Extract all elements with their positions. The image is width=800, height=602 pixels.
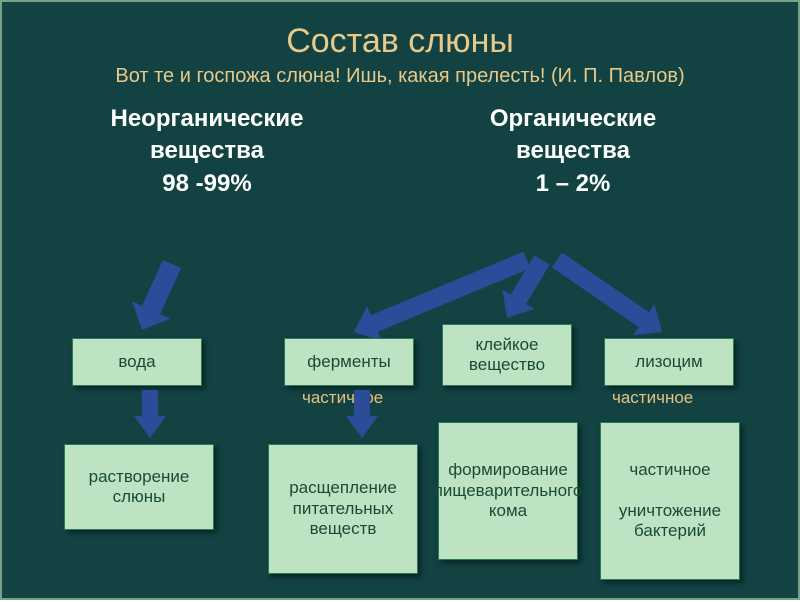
slide-title: Состав слюны — [37, 22, 763, 61]
left-header-line3: 98 -99% — [67, 168, 347, 200]
category-box: вода — [72, 338, 202, 386]
left-header: Неорганические вещества 98 -99% — [67, 103, 347, 200]
right-header-line1: Органические — [413, 103, 733, 135]
left-header-line1: Неорганические — [67, 103, 347, 135]
function-box: частичное уничтожение бактерий — [600, 422, 740, 580]
down-arrow-icon — [342, 390, 382, 440]
function-box: расщепление питательных веществ — [268, 444, 418, 574]
right-header-line2: вещества — [413, 135, 733, 167]
left-header-line2: вещества — [67, 135, 347, 167]
category-box: клейкое вещество — [442, 324, 572, 386]
category-box: ферменты — [284, 338, 414, 386]
slide-subtitle: Вот те и госпожа слюна! Ишь, какая преле… — [37, 63, 763, 89]
column-headers: Неорганические вещества 98 -99% Органиче… — [37, 103, 763, 200]
function-box: формирование пищеварительного кома — [438, 422, 578, 560]
right-header-line3: 1 – 2% — [413, 168, 733, 200]
right-header: Органические вещества 1 – 2% — [413, 103, 733, 200]
down-arrow-icon — [130, 390, 170, 440]
category-box: лизоцим — [604, 338, 734, 386]
behind-label: частичное — [612, 388, 693, 408]
function-box: растворение слюны — [64, 444, 214, 530]
